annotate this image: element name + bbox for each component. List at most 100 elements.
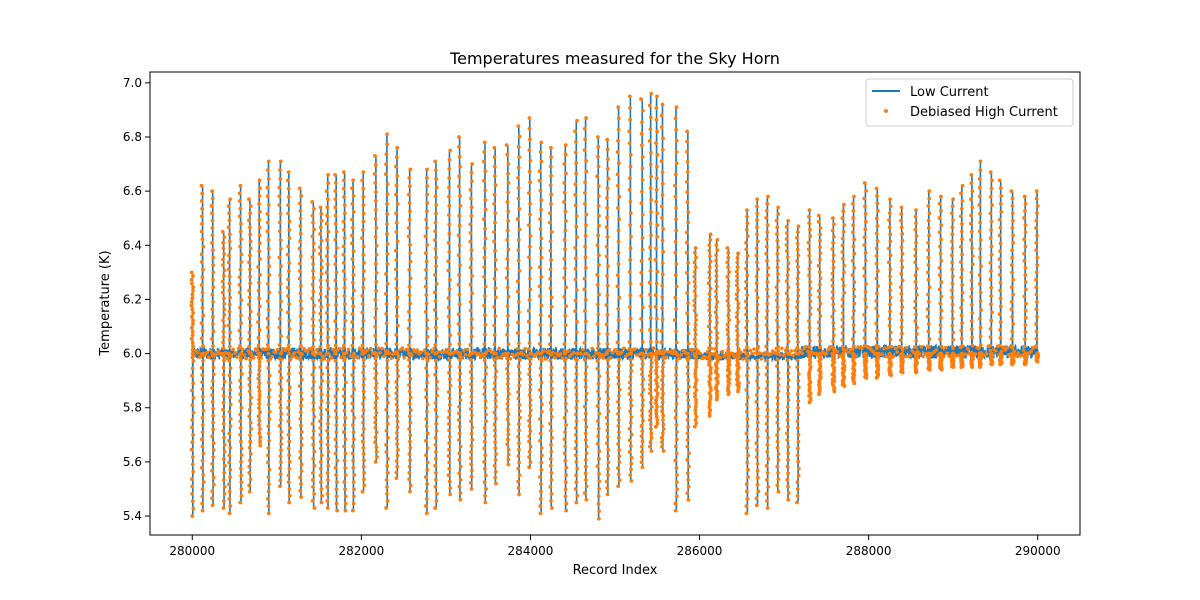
scatter-point [744, 338, 749, 343]
scatter-point [842, 263, 847, 268]
scatter-point [210, 468, 214, 473]
scatter-point [756, 372, 761, 377]
scatter-point [266, 453, 270, 458]
scatter-point [715, 320, 719, 325]
scatter-point [926, 226, 931, 230]
scatter-point [506, 427, 511, 432]
scatter-point [648, 245, 653, 250]
scatter-point [926, 344, 930, 349]
scatter-point [333, 181, 338, 185]
plot-frame [149, 71, 1081, 536]
scatter-point [690, 348, 695, 352]
scatter-point [255, 348, 260, 352]
scatter-point [648, 391, 652, 396]
scatter-point [649, 435, 654, 440]
scatter-point [707, 275, 712, 280]
scatter-point [984, 351, 989, 356]
scatter-point [548, 276, 553, 281]
scatter-point [698, 351, 702, 356]
scatter-point [394, 391, 399, 396]
scatter-point [659, 204, 664, 209]
scatter-point [639, 201, 644, 206]
scatter-point [786, 378, 791, 383]
scatter-point [423, 234, 428, 239]
scatter-point [395, 368, 400, 373]
scatter-point [279, 448, 283, 452]
scatter-point [798, 348, 803, 353]
scatter-point [597, 449, 602, 454]
scatter-point [325, 237, 330, 242]
scatter-point [605, 312, 610, 317]
scatter-point [900, 265, 905, 270]
scatter-point [783, 348, 788, 353]
scatter-point [756, 489, 761, 494]
scatter-point [334, 473, 339, 477]
scatter-point [458, 371, 463, 376]
scatter-point [863, 289, 868, 294]
scatter-point [238, 344, 242, 348]
scatter-point [446, 473, 451, 478]
scatter-point [334, 494, 339, 499]
scatter-point [190, 329, 195, 334]
scatter-point [583, 180, 588, 185]
scatter-point [654, 358, 658, 363]
scatter-point [249, 395, 254, 400]
scatter-point [210, 386, 215, 390]
scatter-point [326, 172, 330, 177]
scatter-point [831, 259, 836, 264]
scatter-point [324, 270, 329, 275]
scatter-point [727, 318, 732, 322]
scatter-point [764, 323, 769, 327]
scatter-point [604, 225, 609, 230]
scatter-point [537, 284, 542, 289]
scatter-point [458, 194, 462, 198]
scatter-point [978, 211, 982, 216]
scatter-point [693, 368, 698, 373]
scatter-point [286, 419, 291, 424]
scatter-point [322, 357, 327, 361]
scatter-point [324, 254, 329, 259]
scatter-point [675, 487, 680, 492]
scatter-point [997, 257, 1002, 261]
scatter-point [640, 340, 645, 344]
scatter-point [469, 487, 474, 491]
scatter-point [288, 358, 292, 363]
scatter-point [247, 337, 252, 342]
scatter-point [385, 358, 390, 363]
scatter-point [606, 157, 610, 162]
scatter-point [256, 343, 261, 348]
scatter-point [408, 445, 413, 450]
scatter-point [278, 363, 283, 368]
scatter-point [831, 339, 835, 344]
scatter-point [211, 420, 215, 425]
scatter-point [267, 373, 272, 378]
scatter-point [395, 173, 400, 178]
scatter-point [989, 228, 994, 232]
scatter-point [221, 346, 226, 350]
scatter-point [563, 487, 568, 492]
scatter-point [584, 444, 589, 449]
scatter-point [674, 206, 679, 210]
scatter-point [190, 418, 195, 422]
scatter-point [648, 351, 653, 356]
scatter-point [333, 221, 338, 226]
scatter-point [374, 189, 378, 194]
scatter-point [686, 497, 691, 502]
scatter-point [563, 219, 568, 223]
scatter-point [616, 318, 621, 322]
scatter-point [352, 415, 357, 420]
scatter-point [433, 168, 438, 172]
scatter-point [385, 261, 390, 266]
scatter-point [850, 347, 855, 352]
scatter-point [226, 204, 231, 209]
scatter-point [433, 484, 438, 489]
scatter-point [287, 439, 292, 444]
scatter-point [256, 288, 261, 293]
scatter-point [396, 447, 400, 452]
scatter-point [286, 186, 291, 191]
scatter-point [989, 302, 993, 307]
scatter-point [693, 394, 697, 399]
scatter-point [334, 487, 339, 492]
scatter-point [648, 440, 653, 445]
scatter-point [458, 464, 463, 469]
